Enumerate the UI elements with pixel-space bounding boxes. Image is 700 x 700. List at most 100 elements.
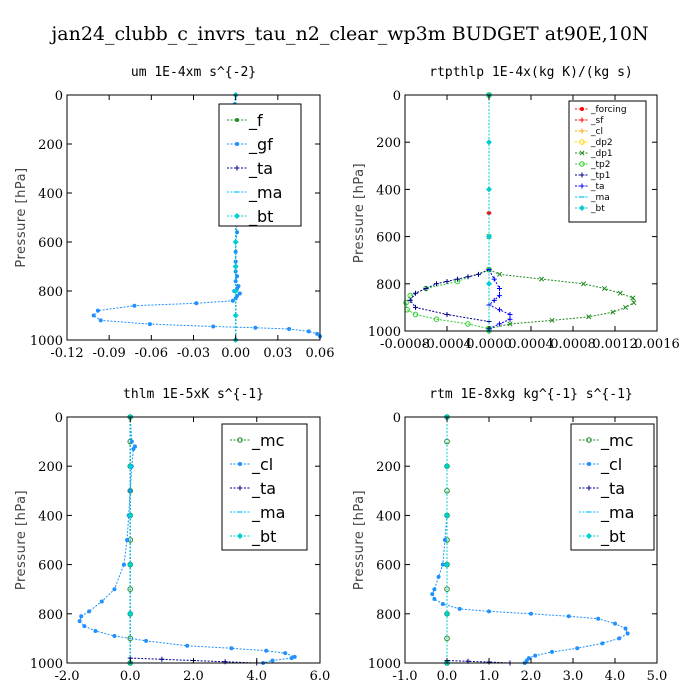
data-point [229,646,234,651]
data-point [601,285,608,292]
series-tp1 [407,92,492,325]
legend-label: _f [248,111,263,131]
data-point [617,290,623,296]
data-point [440,601,445,606]
y-tick-label: 200 [38,138,63,153]
legend-label: _cl [600,455,622,475]
data-point [121,562,126,567]
y-tick-label: 400 [38,509,63,524]
data-point [99,599,104,604]
data-point [491,297,497,303]
x-tick-label: 3.0 [563,669,584,684]
legend-marker [586,485,592,491]
x-tick-label: 0.0 [120,669,141,684]
y-tick-label: 0 [55,411,63,426]
legend-marker [238,462,242,466]
data-point [465,274,471,280]
chart-panel-1: um 1E-4xm s^{-2} Pressure [hPa] -0.12 -0.09… [14,65,334,361]
y-tick-label: 1000 [30,657,63,672]
legend-label: _ma [251,503,285,523]
legend-label: _tp2 [590,160,610,170]
data-point [625,631,630,636]
x-tick-label: 0.0008 [550,337,596,352]
series-bt [486,92,492,334]
legend-marker [234,165,240,171]
data-point [77,619,82,624]
data-point [232,263,239,270]
data-point [87,609,92,614]
data-point [440,562,445,567]
data-point [222,659,228,665]
data-point [287,326,292,331]
data-point [292,654,297,659]
y-axis-label: Pressure [hPa] [352,490,367,590]
data-point [436,574,441,579]
data-point [538,276,545,282]
data-point [549,317,555,323]
y-tick-label: 400 [376,183,401,198]
data-point [486,139,492,146]
x-tick-label: 6.0 [310,669,331,684]
data-point [497,321,502,327]
legend-label: _gf [248,135,273,155]
data-point [630,295,636,301]
legend-item: _dp1 [575,149,613,159]
data-point [270,658,275,663]
data-point [430,592,435,597]
x-tick-label: 5.0 [647,669,668,684]
legend-item: _sf [575,116,604,126]
legend-marker [234,213,240,219]
legend-marker [237,533,243,539]
legend-label: _sf [590,116,604,126]
y-tick-label: 1000 [30,334,63,349]
x-tick-label: 2.0 [521,669,542,684]
x-tick-label: 0.00 [221,346,250,361]
data-point [82,624,87,629]
data-point [433,316,440,323]
data-point [444,561,450,568]
legend: _mc _cl _ta _ma _bt [221,423,308,551]
x-tick-label: 0.0004 [508,337,554,352]
y-tick-label: 1000 [368,657,401,672]
data-point [596,616,601,621]
legend-marker [580,107,584,111]
data-point [586,314,592,320]
series-bt [444,414,450,666]
series-line [488,95,635,330]
chart-title: rtm 1E-8xkg kg^{-1} s^{-1} [429,387,633,402]
data-point [289,656,294,661]
y-tick-label: 800 [376,608,401,623]
series-line [446,417,511,664]
x-tick-label: 0.0016 [634,337,680,352]
legend-label: _bt [251,527,276,547]
legend-marker [237,437,243,443]
data-point [283,651,288,656]
x-tick-label: 0.06 [306,346,335,361]
series-line [488,95,511,330]
data-point [529,611,533,616]
data-point [79,614,84,619]
x-tick-label: 4.0 [605,669,626,684]
data-point [127,463,134,470]
y-tick-label: 600 [376,231,401,246]
legend-box [218,103,302,227]
data-point [487,609,491,614]
x-tick-label: 4.0 [246,669,267,684]
data-point [444,635,450,642]
legend-marker [586,437,592,443]
data-point [264,648,269,653]
data-point [613,621,617,626]
y-tick-label: 600 [38,559,63,574]
x-tick-label: -0.0004 [422,337,472,352]
figure-title: jan24_clubb_c_invrs_tau_n2_clear_wp3m BU… [49,23,648,45]
data-point [132,303,137,308]
data-point [575,646,580,651]
data-point [497,286,502,292]
data-point [232,239,239,245]
legend-marker [235,142,239,146]
legend-item: _f [227,111,263,131]
series-line [79,416,297,664]
legend: _mc _cl _ta _ma _bt [570,423,655,551]
data-point [129,439,134,444]
